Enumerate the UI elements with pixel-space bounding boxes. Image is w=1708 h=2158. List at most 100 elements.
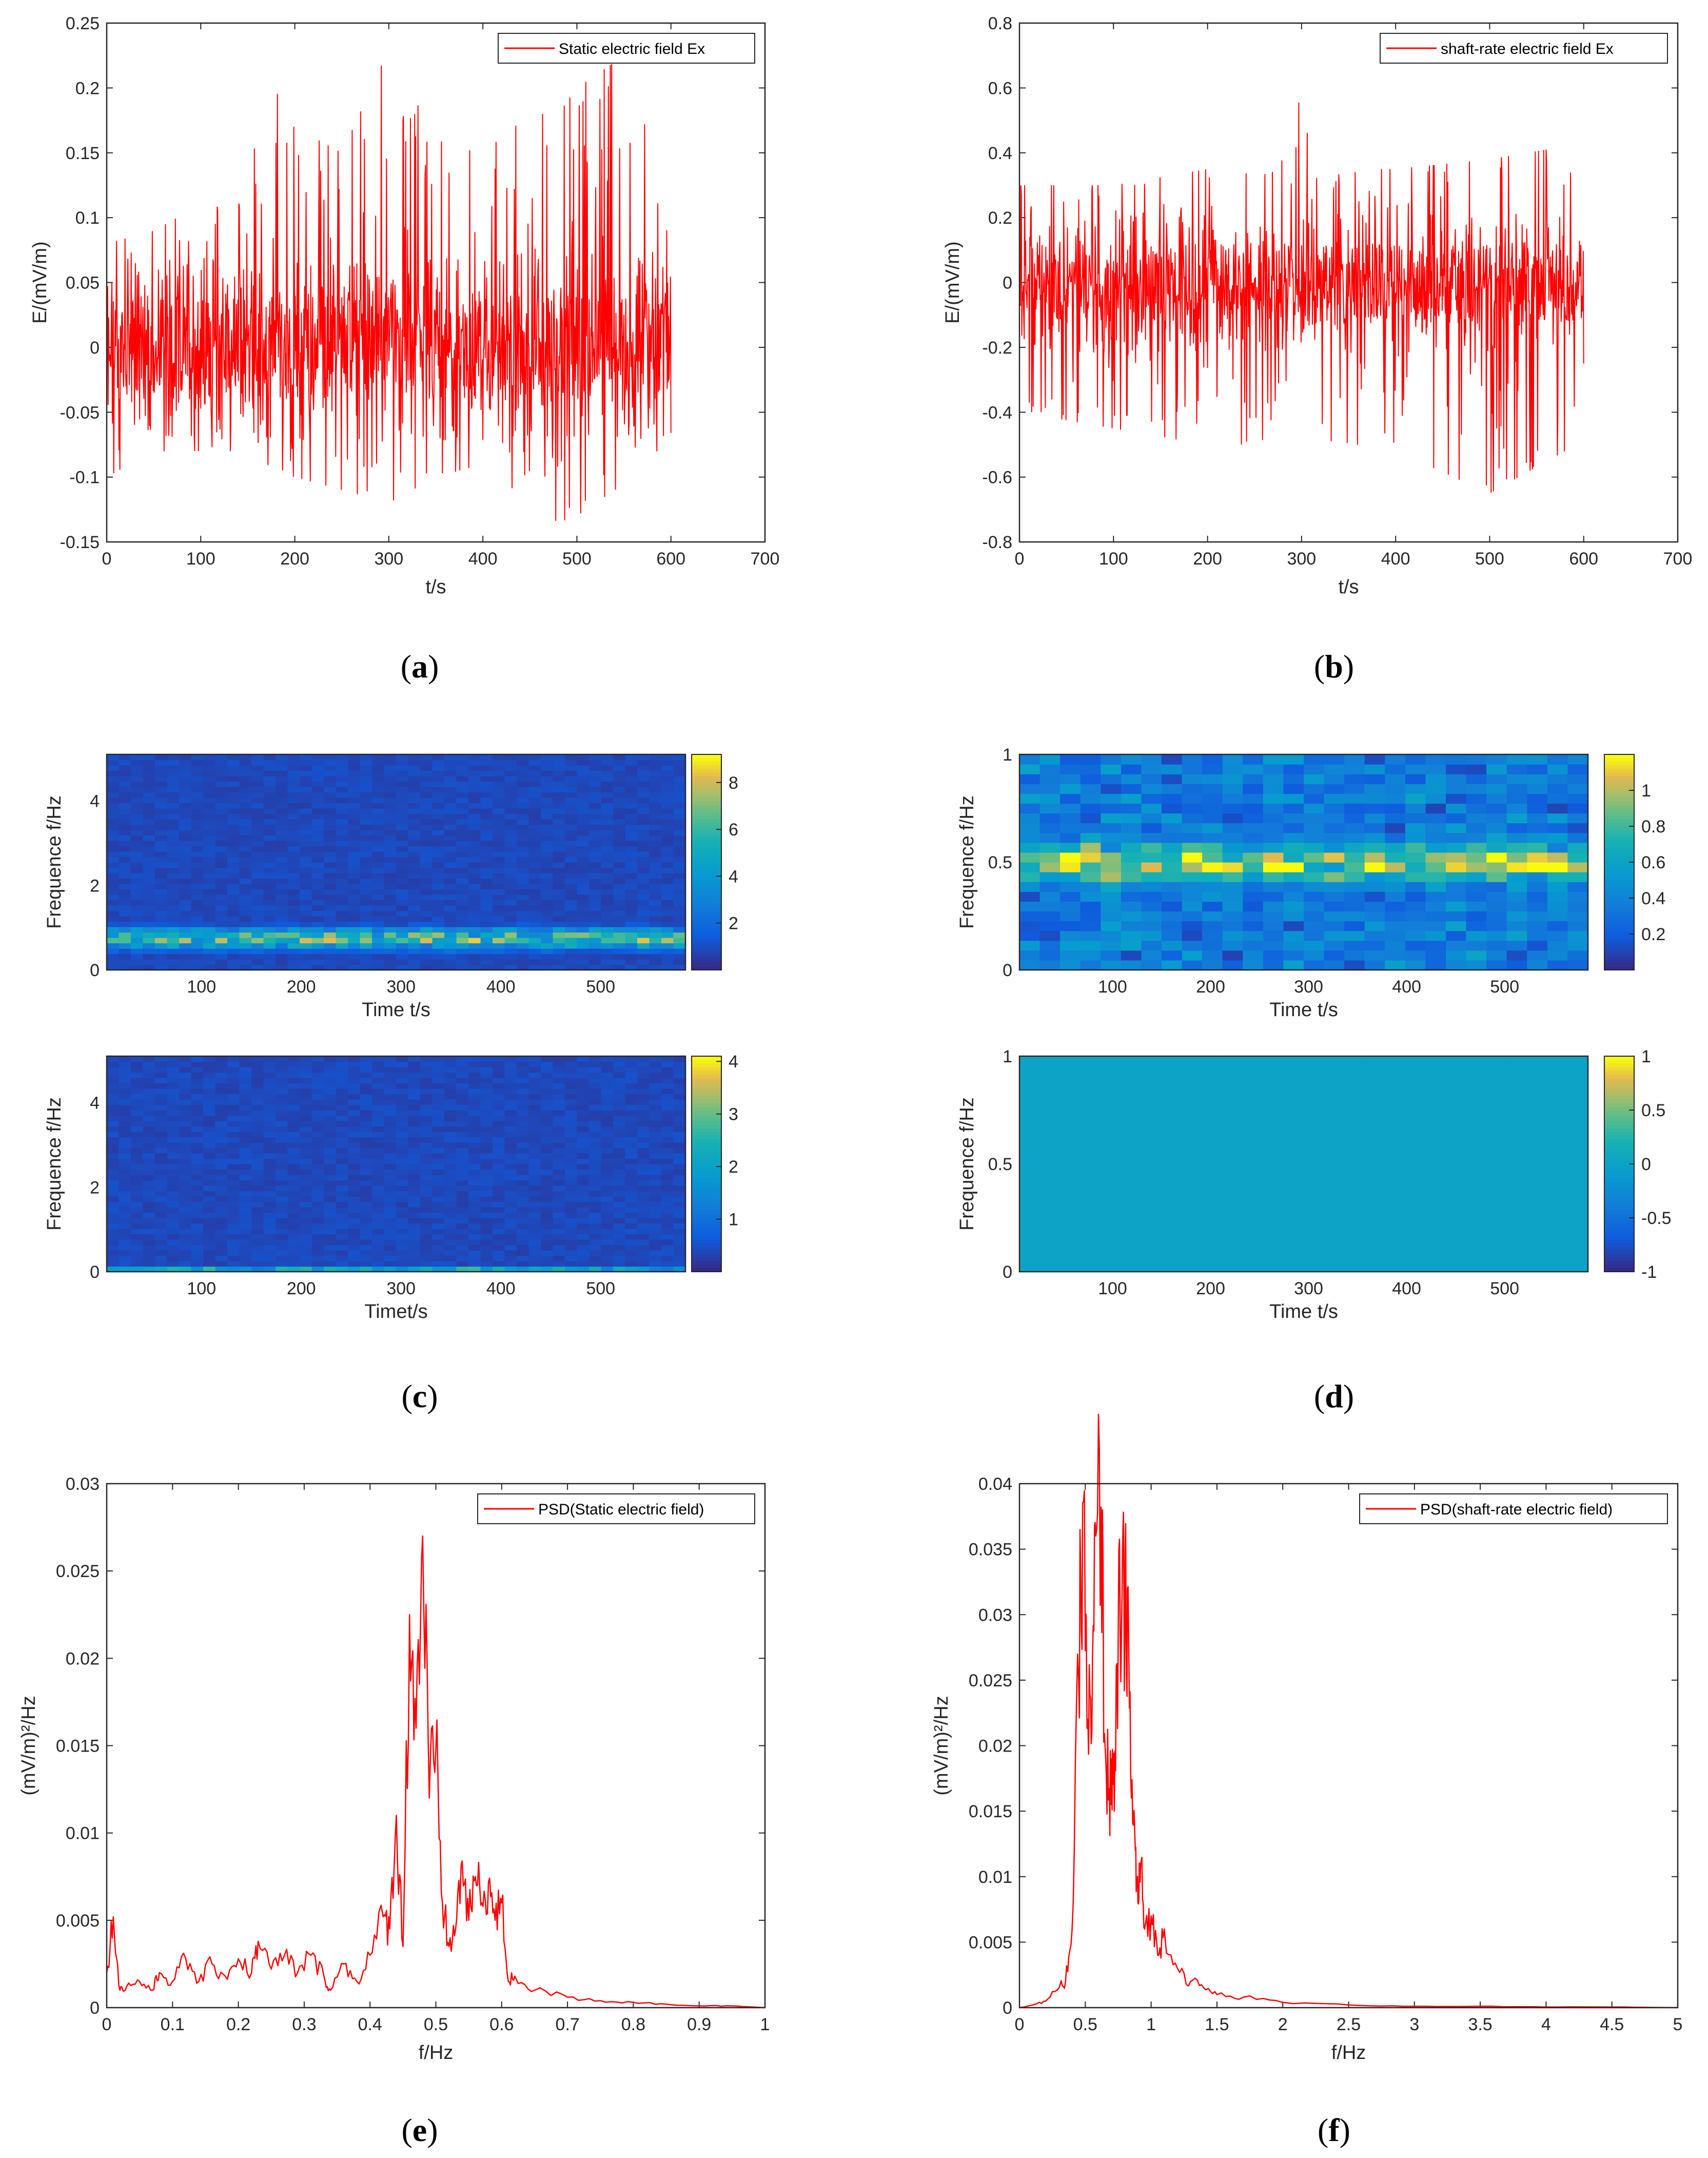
- heat-cell: [1385, 784, 1406, 794]
- heat-cell: [119, 770, 131, 776]
- heat-cell: [625, 803, 638, 809]
- heat-cell: [589, 1201, 602, 1208]
- heat-cell: [661, 808, 674, 814]
- heat-cell: [372, 1229, 385, 1235]
- heat-cell: [1060, 784, 1081, 794]
- heat-cell: [119, 1234, 131, 1240]
- heat-cell: [444, 1137, 457, 1143]
- heat-cell: [1222, 754, 1243, 765]
- heat-cell: [444, 873, 457, 879]
- heat-cell: [227, 1094, 240, 1100]
- heat-cell: [191, 1126, 204, 1132]
- heat-cell: [1039, 813, 1061, 824]
- heat-cell: [396, 927, 409, 933]
- heat-cell: [541, 1212, 554, 1218]
- x-tick-label: 200: [280, 549, 309, 569]
- heat-cell: [119, 824, 131, 830]
- heat-cell: [311, 959, 324, 965]
- heat-cell: [601, 889, 614, 895]
- heat-cell: [311, 1099, 324, 1105]
- heat-cell: [589, 878, 602, 884]
- heat-cell: [107, 959, 120, 965]
- heat-cell: [263, 1121, 276, 1127]
- heat-cell: [1080, 901, 1101, 912]
- heat-cell: [504, 943, 517, 949]
- colorbar-step: [1604, 833, 1634, 838]
- heat-cell: [360, 1185, 372, 1192]
- heat-cell: [1486, 930, 1507, 941]
- heat-cell: [107, 1255, 120, 1261]
- heat-cell: [276, 776, 288, 782]
- heat-cell: [1405, 764, 1426, 774]
- heat-cell: [456, 1175, 469, 1181]
- colorbar-step: [1604, 780, 1634, 784]
- heat-cell: [661, 813, 674, 820]
- heat-cell: [1425, 803, 1446, 814]
- colorbar-step: [692, 787, 721, 791]
- heat-cell: [528, 1229, 541, 1235]
- heat-cell: [215, 1142, 228, 1149]
- heat-cell: [673, 1099, 686, 1105]
- heat-cell: [1202, 940, 1223, 951]
- heat-cell: [625, 948, 638, 955]
- heat-cell: [372, 1207, 385, 1213]
- heat-cell: [287, 808, 300, 814]
- heat-cell: [541, 1175, 554, 1181]
- heat-cell: [119, 916, 131, 922]
- heat-cell: [263, 964, 276, 970]
- heat-cell: [1304, 842, 1325, 853]
- heat-cell: [131, 943, 144, 949]
- heat-cell: [1344, 891, 1365, 902]
- heat-cell: [287, 959, 300, 965]
- heat-cell: [649, 1255, 662, 1261]
- heat-cell: [155, 1094, 168, 1100]
- heat-cell: [601, 1229, 614, 1235]
- heat-cell: [517, 841, 529, 847]
- y-tick-label: 4: [90, 1094, 100, 1113]
- heat-cell: [1446, 960, 1467, 970]
- heat-cell: [179, 830, 192, 836]
- heat-cell: [420, 1239, 433, 1246]
- heat-cell: [528, 1088, 541, 1095]
- heat-cell: [107, 921, 120, 927]
- heat-cell: [408, 948, 421, 955]
- heat-cell: [637, 1175, 650, 1181]
- heat-cell: [528, 1142, 541, 1149]
- heat-cell: [324, 1191, 337, 1197]
- heat-cell: [661, 819, 674, 825]
- heat-cell: [613, 867, 626, 873]
- heat-cell: [637, 1185, 650, 1192]
- heat-cell: [203, 1115, 216, 1121]
- heat-cell: [227, 1158, 240, 1164]
- heat-cell: [420, 1212, 433, 1218]
- heat-cell: [119, 1245, 131, 1251]
- heat-cell: [287, 819, 300, 825]
- heat-cell: [131, 835, 144, 841]
- colorbar-step: [1604, 772, 1634, 776]
- heat-cell: [107, 765, 120, 771]
- heat-cell: [131, 1088, 144, 1095]
- heat-cell: [119, 1185, 131, 1192]
- heat-cell: [336, 938, 348, 944]
- heat-cell: [613, 1148, 626, 1154]
- heat-cell: [336, 1148, 348, 1154]
- heat-cell: [504, 830, 517, 836]
- heat-cell: [1385, 882, 1406, 892]
- heat-cell: [1202, 891, 1223, 902]
- heat-cell: [311, 1056, 324, 1062]
- heat-cell: [625, 921, 638, 927]
- heat-cell: [215, 948, 228, 955]
- heat-cell: [517, 1061, 529, 1067]
- heat-cell: [541, 1207, 554, 1213]
- heat-cell: [625, 770, 638, 776]
- heat-cell: [155, 959, 168, 965]
- heat-cell: [1019, 1066, 1040, 1076]
- heat-cell: [649, 1218, 662, 1224]
- heat-cell: [541, 1229, 554, 1235]
- heat-cell: [263, 1234, 276, 1240]
- heat-cell: [517, 1153, 529, 1159]
- heat-cell: [179, 798, 192, 804]
- heat-cell: [480, 1169, 493, 1175]
- heat-cell: [372, 808, 385, 814]
- heat-cell: [336, 776, 348, 782]
